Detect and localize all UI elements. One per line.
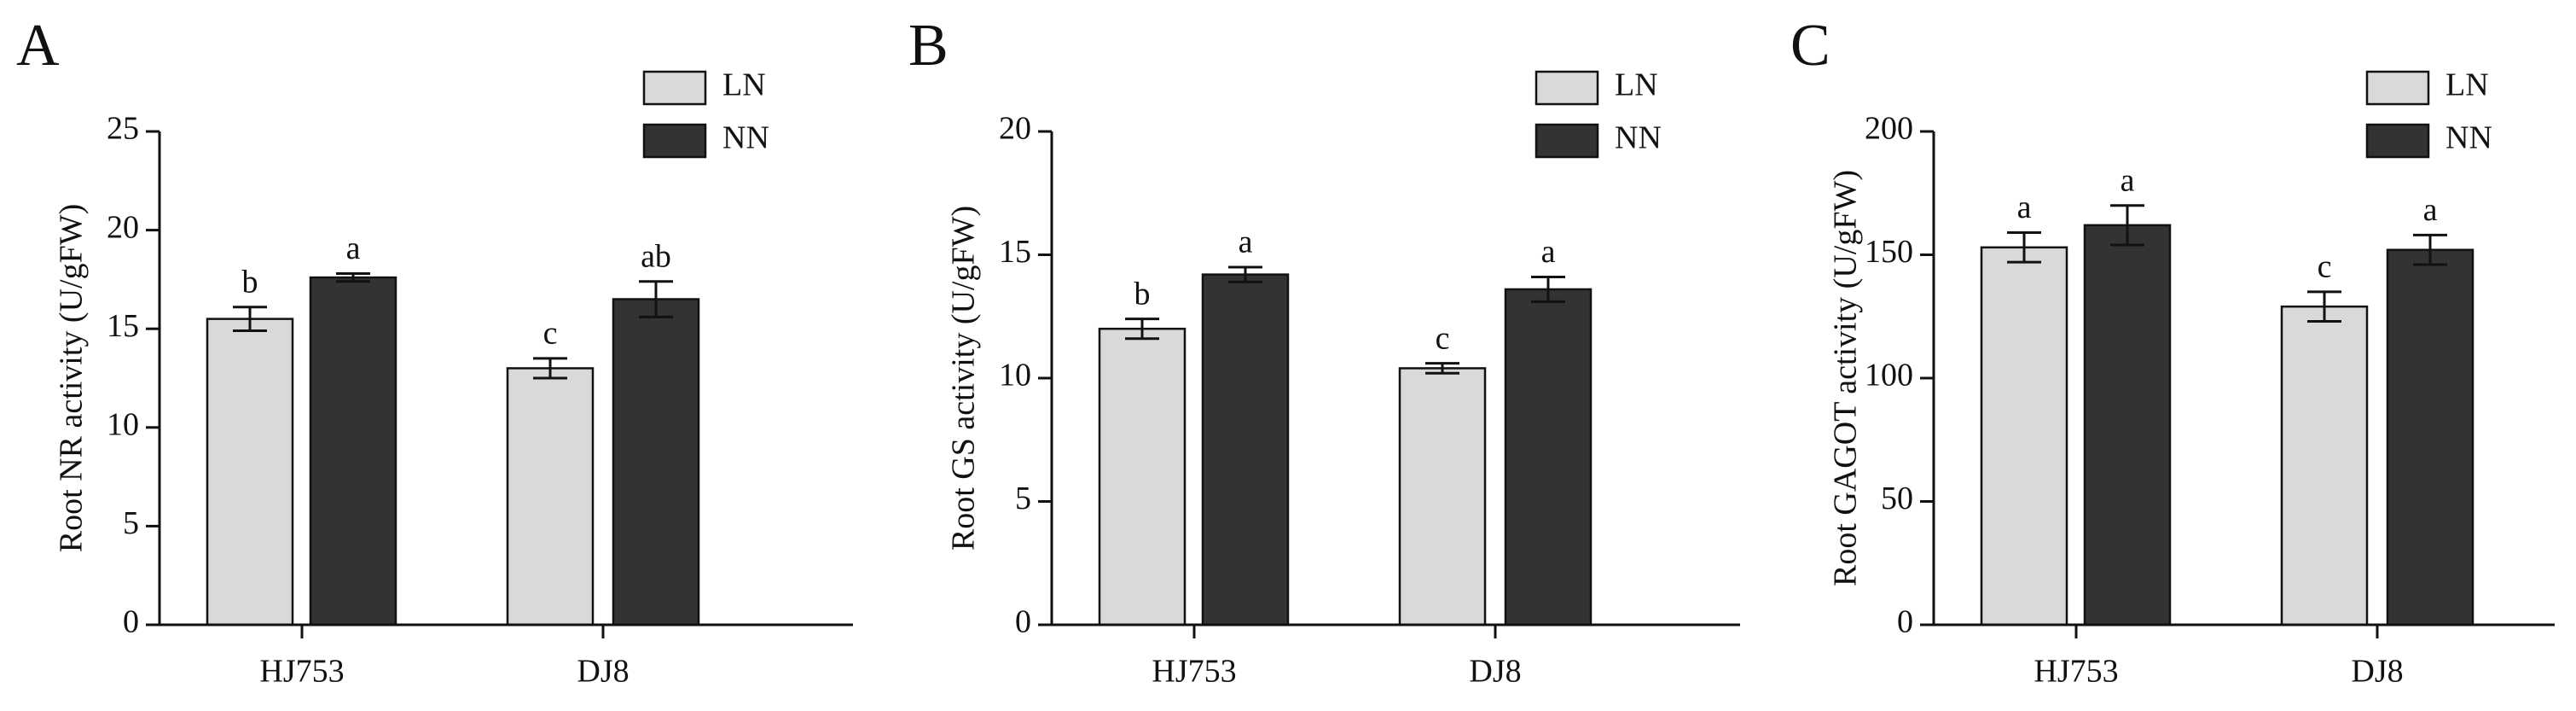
y-axis-label: Root GAGOT activity (U/gFW): [1828, 170, 1864, 586]
significance-letter: c: [543, 316, 558, 352]
y-tick-label: 20: [999, 111, 1031, 147]
significance-letter: b: [242, 264, 258, 300]
legend-swatch: [642, 70, 707, 106]
y-tick-label: 200: [1865, 111, 1913, 147]
significance-letter: c: [1436, 320, 1450, 356]
bar: [1201, 273, 1290, 626]
legend-label: LN: [2445, 67, 2489, 103]
x-tick-label: DJ8: [577, 654, 629, 690]
bar: [206, 318, 294, 626]
bar: [1980, 246, 2068, 626]
y-tick-label: 25: [107, 111, 139, 147]
bar: [309, 276, 397, 626]
legend-label: NN: [1615, 120, 1662, 156]
x-tick-label: DJ8: [2351, 654, 2403, 690]
bar: [506, 367, 595, 626]
significance-letter: a: [2121, 162, 2135, 198]
significance-letter: a: [346, 230, 361, 266]
bar: [1098, 327, 1186, 626]
panel-label: A: [16, 13, 60, 79]
y-tick-label: 50: [1881, 481, 1913, 516]
y-tick-label: 150: [1865, 234, 1913, 270]
significance-letter: c: [2318, 249, 2332, 285]
panel-label: C: [1790, 13, 1830, 79]
y-tick-label: 15: [107, 308, 139, 344]
legend-swatch: [1535, 70, 1599, 106]
y-tick-label: 0: [123, 604, 139, 640]
bar: [1504, 288, 1593, 626]
legend-label: LN: [722, 67, 766, 103]
panel-label: B: [908, 13, 949, 79]
significance-letter: b: [1134, 276, 1151, 312]
significance-letter: a: [2423, 192, 2438, 228]
legend-label: NN: [2445, 120, 2492, 156]
bar: [2083, 224, 2172, 626]
significance-letter: a: [1541, 234, 1556, 270]
x-tick-label: HJ753: [1152, 654, 1236, 690]
legend-label: LN: [1615, 67, 1658, 103]
legend-swatch: [1535, 123, 1599, 159]
bar: [2280, 305, 2369, 626]
significance-letter: a: [1239, 224, 1253, 260]
legend-swatch: [2365, 70, 2430, 106]
bar: [612, 298, 700, 626]
legend-swatch: [642, 123, 707, 159]
y-tick-label: 5: [1015, 481, 1031, 516]
y-tick-label: 100: [1865, 358, 1913, 393]
bar: [2386, 248, 2474, 626]
y-tick-label: 10: [999, 358, 1031, 393]
y-tick-label: 0: [1897, 604, 1913, 640]
y-tick-label: 15: [999, 234, 1031, 270]
y-tick-label: 20: [107, 209, 139, 245]
y-axis-label: Root NR activity (U/gFW): [54, 204, 90, 552]
x-tick-label: DJ8: [1469, 654, 1521, 690]
x-tick-label: HJ753: [259, 654, 344, 690]
x-tick-label: HJ753: [2034, 654, 2118, 690]
legend-label: NN: [722, 120, 769, 156]
legend-swatch: [2365, 123, 2430, 159]
y-axis-label: Root GS activity (U/gFW): [946, 206, 982, 551]
y-tick-label: 0: [1015, 604, 1031, 640]
y-tick-label: 5: [123, 505, 139, 541]
significance-letter: a: [2017, 189, 2032, 225]
bar: [1398, 367, 1487, 626]
y-tick-label: 10: [107, 407, 139, 443]
significance-letter: ab: [641, 238, 671, 274]
